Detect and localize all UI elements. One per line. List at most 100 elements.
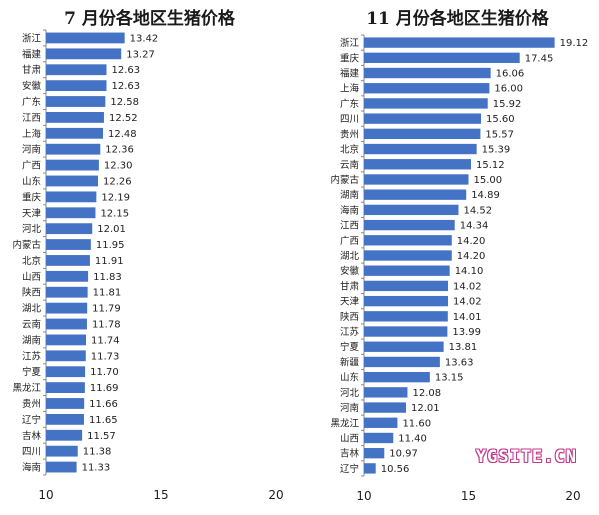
category-label: 上海 (340, 83, 360, 95)
bar (364, 387, 408, 398)
data-label: 12.48 (108, 129, 137, 140)
category-label: 陕西 (340, 311, 359, 323)
data-label: 15.12 (476, 160, 505, 171)
data-label: 12.36 (105, 145, 134, 156)
category-label: 内蒙古 (12, 239, 41, 251)
bar (364, 159, 472, 170)
category-label: 江苏 (340, 326, 360, 338)
bar (46, 32, 125, 44)
data-label: 11.60 (402, 418, 431, 429)
category-label: 江西 (340, 221, 359, 232)
data-label: 11.65 (89, 415, 118, 426)
data-label: 15.60 (486, 114, 515, 125)
bar (46, 159, 99, 171)
data-label: 11.78 (92, 320, 121, 331)
data-label: 15.00 (474, 175, 503, 186)
data-label: 12.26 (103, 176, 132, 187)
data-label: 12.19 (101, 192, 130, 203)
bar (364, 250, 452, 261)
category-label: 山西 (340, 433, 359, 444)
bar (46, 270, 89, 282)
data-label: 11.66 (89, 399, 118, 410)
bar (364, 98, 488, 109)
category-label: 甘肃 (22, 64, 41, 76)
category-label: 宁夏 (340, 341, 360, 353)
data-label: 10.97 (389, 449, 418, 460)
bar (364, 432, 394, 444)
data-label: 19.12 (560, 38, 589, 49)
data-label: 11.95 (96, 240, 125, 251)
bar (46, 461, 77, 473)
category-label: 天津 (340, 297, 360, 308)
category-label: 安徽 (22, 80, 42, 92)
bar (46, 286, 88, 298)
bar (46, 127, 104, 139)
category-label: 山东 (340, 372, 359, 384)
category-label: 广西 (340, 235, 359, 247)
data-label: 11.33 (82, 463, 111, 474)
bar (364, 204, 459, 216)
chart-title-november: 11 月份各地区生猪价格 (366, 9, 549, 29)
category-label: 四川 (22, 447, 41, 458)
data-label: 12.08 (412, 388, 441, 399)
bar (46, 398, 85, 409)
category-label: 海南 (340, 204, 359, 216)
bar (364, 219, 455, 231)
category-label: 广东 (22, 96, 41, 108)
bar (364, 83, 490, 94)
category-label: 福建 (22, 48, 42, 60)
data-label: 11.81 (93, 288, 122, 299)
bar (46, 223, 93, 235)
category-label: 云南 (340, 159, 359, 171)
bar (364, 356, 440, 368)
bar-chart-july: 浙江 13.42 福建 13.27 甘肃 12.63 安徽 12.63 广东 12.58 江西 12.… (12, 29, 284, 502)
bar (46, 366, 86, 378)
category-label: 河北 (22, 223, 42, 235)
data-label: 14.20 (457, 236, 486, 247)
bar (46, 207, 96, 219)
bar (364, 67, 491, 79)
bar (46, 382, 85, 393)
bar (46, 64, 107, 76)
data-label: 11.91 (95, 256, 124, 267)
category-label: 浙江 (340, 37, 360, 49)
data-label: 12.58 (110, 97, 139, 108)
category-label: 宁夏 (22, 366, 42, 378)
category-label: 陕西 (22, 287, 41, 299)
chart-panel-july: 7 月份各地区生猪价格 浙江 13.42 福建 13.27 甘肃 12.63 安徽 12.63… (0, 0, 299, 511)
bar (364, 143, 477, 155)
bar (364, 37, 555, 48)
data-label: 12.63 (111, 65, 140, 76)
data-label: 14.02 (453, 281, 482, 292)
category-label: 山西 (22, 272, 41, 283)
category-label: 山东 (22, 175, 41, 187)
data-label: 13.42 (130, 33, 159, 44)
bar (46, 350, 86, 362)
data-label: 13.81 (449, 342, 478, 353)
data-label: 13.99 (452, 327, 481, 338)
data-label: 10.56 (381, 464, 410, 475)
category-label: 天津 (22, 208, 42, 219)
category-label: 海南 (22, 462, 41, 474)
data-label: 11.73 (91, 351, 120, 362)
category-label: 内蒙古 (330, 174, 359, 186)
category-label: 福建 (340, 68, 360, 80)
bar (364, 52, 520, 63)
category-label: 上海 (22, 128, 42, 140)
bar (364, 417, 398, 428)
category-label: 北京 (340, 144, 359, 156)
category-label: 吉林 (340, 448, 360, 460)
bar (46, 429, 83, 441)
data-label: 11.70 (90, 367, 119, 378)
watermark-logo: YGSITE.CN (475, 447, 577, 467)
bar (364, 463, 376, 474)
bar (364, 265, 450, 276)
data-label: 12.15 (100, 208, 129, 219)
data-label: 12.52 (109, 113, 138, 124)
data-label: 12.30 (104, 161, 133, 172)
category-label: 江苏 (22, 350, 42, 362)
data-label: 14.89 (471, 190, 500, 201)
category-label: 河南 (22, 144, 41, 156)
data-label: 14.52 (463, 205, 492, 216)
category-label: 新疆 (340, 356, 360, 368)
